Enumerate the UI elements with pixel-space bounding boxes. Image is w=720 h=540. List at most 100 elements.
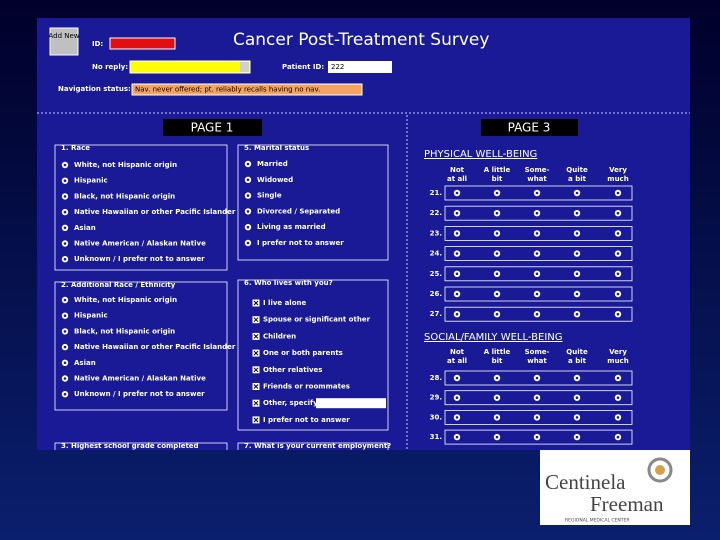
option-label: Widowed (257, 176, 293, 184)
check-x (253, 300, 259, 306)
radio-dot (63, 314, 67, 318)
specify-field[interactable] (316, 398, 386, 409)
radio-dot (63, 330, 67, 333)
radio-dot (535, 272, 539, 276)
row-number: 24. (430, 250, 442, 258)
radio-dot (455, 435, 459, 439)
id-field[interactable] (109, 37, 176, 50)
row-box (444, 286, 633, 302)
radio-dot (495, 396, 499, 400)
section-box (237, 279, 389, 431)
page-tab (163, 119, 262, 136)
option-label: Living as married (257, 223, 326, 231)
column-header: Some- (525, 348, 550, 356)
add-button[interactable] (49, 27, 79, 56)
radio-dot (616, 272, 620, 276)
column-header: what (527, 175, 547, 183)
radio-dot (535, 435, 539, 439)
button-label[interactable]: Add New (48, 32, 79, 40)
option-label: Spouse or significant other (263, 316, 371, 324)
check-x (253, 384, 259, 389)
option-label: Married (257, 160, 288, 168)
radio-dot (455, 252, 459, 255)
check-x (253, 417, 259, 423)
check-x (253, 400, 259, 406)
option-label: White, not Hispanic origin (74, 161, 177, 169)
nav-field[interactable] (131, 83, 363, 96)
radio-dot (63, 361, 67, 365)
radio-dot (63, 226, 67, 230)
dropdown-arrow[interactable] (240, 62, 249, 72)
page-label: PAGE 1 (191, 121, 234, 135)
row-number: 30. (430, 413, 442, 421)
logo-sun (647, 457, 673, 483)
logo-text: Centinela (545, 470, 626, 494)
radio-dot (575, 435, 579, 439)
label: No reply: (92, 63, 128, 71)
radio-dot (575, 312, 579, 316)
section-box (54, 281, 228, 411)
column-header: Very (609, 166, 627, 174)
no-reply-field[interactable] (129, 60, 251, 74)
column-header: at all (447, 175, 467, 183)
row-number: 28. (430, 374, 442, 382)
row-box (444, 429, 633, 445)
option-label: I prefer not to answer (263, 416, 350, 424)
radio-dot (575, 396, 579, 400)
option-label: I live alone (263, 299, 307, 307)
section-box (54, 144, 228, 271)
column-header: a bit (568, 357, 587, 365)
radio-dot (575, 191, 579, 195)
radio-dot (63, 242, 67, 245)
section-box (237, 442, 389, 450)
radio-dot (535, 191, 539, 195)
radio-dot (455, 292, 459, 296)
radio-dot (616, 252, 620, 255)
radio-dot (495, 435, 499, 439)
section-title: 2. Additional Race / Ethnicity (61, 281, 176, 289)
radio-dot (535, 396, 539, 400)
radio-dot (616, 312, 620, 316)
column-header: A little (484, 166, 511, 174)
radio-dot (616, 396, 620, 400)
radio-dot (535, 211, 539, 215)
field-value: Nav. never offered; pt. reliably recalls… (135, 86, 320, 94)
label: ID: (92, 40, 103, 48)
radio-dot (246, 194, 250, 197)
option-label: I prefer not to answer (257, 239, 344, 247)
column-header: Quite (566, 166, 588, 174)
option-label: Native Hawaiian or other Pacific Islande… (74, 208, 236, 216)
option-label: Friends or roommates (263, 383, 350, 391)
row-number: 31. (430, 433, 442, 441)
radio-dot (616, 211, 620, 215)
radio-dot (246, 210, 250, 213)
radio-dot (455, 211, 459, 215)
option-label: Black, not Hispanic origin (74, 192, 175, 200)
label: Patient ID: (282, 63, 324, 71)
option-label: One or both parents (263, 349, 343, 357)
radio-dot (575, 252, 579, 255)
check-x (253, 350, 259, 356)
radio-dot (575, 272, 579, 276)
radio-dot (495, 191, 499, 195)
column-header: much (607, 357, 628, 365)
radio-dot (616, 376, 620, 380)
row-number: 22. (430, 209, 442, 217)
row-number: 21. (430, 189, 442, 197)
form: Add New ID: Cancer Post-Treatment Survey… (37, 18, 690, 450)
patient-id-field[interactable] (328, 61, 392, 73)
column-header: bit (492, 357, 503, 365)
check-x (253, 367, 259, 373)
column-header: Some- (525, 166, 550, 174)
option-label: Other, specify (263, 399, 318, 407)
column-header: bit (492, 175, 503, 183)
radio-dot (63, 345, 67, 349)
option-label: White, not Hispanic origin (74, 296, 177, 304)
scale-title: SOCIAL/FAMILY WELL-BEING (424, 332, 563, 343)
section-title: 7. What is your current employment? (244, 442, 391, 450)
radio-dot (455, 191, 459, 195)
logo-box (540, 450, 690, 525)
row-box (444, 370, 633, 386)
